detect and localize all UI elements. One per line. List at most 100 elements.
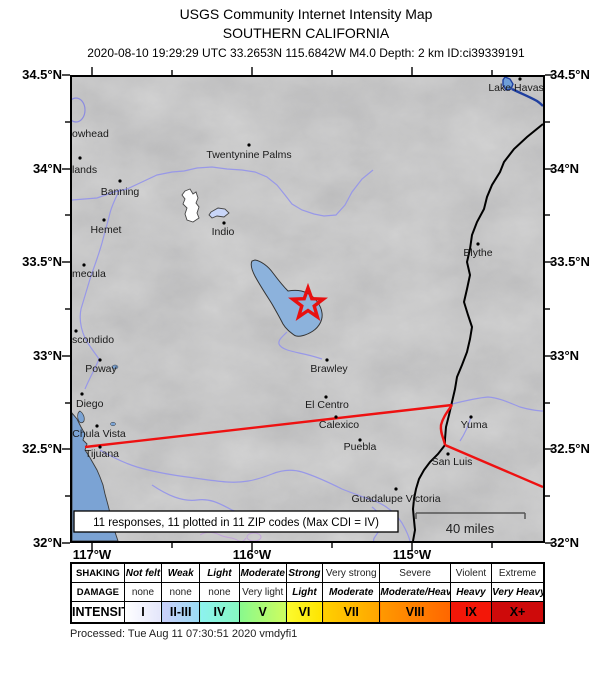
city-label: Poway bbox=[85, 363, 117, 375]
responses-annotation-text: 11 responses, 11 plotted in 11 ZIP codes… bbox=[93, 517, 379, 529]
lat-label-left: 32.5°N bbox=[22, 441, 62, 456]
city-dot bbox=[98, 445, 102, 449]
lon-label: 117°W bbox=[72, 547, 112, 562]
city-label: Yuma bbox=[461, 419, 488, 431]
legend-row-label-intensity: INTENSITY bbox=[70, 601, 125, 624]
city-label: Puebla bbox=[344, 441, 377, 453]
city-label: lands bbox=[72, 164, 97, 176]
legend-shaking-cell: Light bbox=[199, 562, 240, 583]
scale-bar: 40 miles bbox=[415, 512, 526, 536]
legend-damage-cell: Light bbox=[285, 582, 324, 602]
city-label: Hemet bbox=[91, 224, 122, 236]
city-dot bbox=[222, 221, 226, 225]
city-label: Guadalupe Victoria bbox=[351, 493, 440, 505]
legend-damage-cell: none bbox=[123, 582, 163, 602]
city-dot bbox=[82, 263, 86, 267]
city-dot bbox=[476, 242, 480, 246]
salton-sea bbox=[250, 259, 323, 337]
city-dot bbox=[78, 156, 82, 160]
legend-damage-cell: Moderate/Heavy bbox=[379, 582, 451, 602]
legend-intensity-cell: II-III bbox=[161, 601, 201, 624]
legend-intensity-cell: IX bbox=[449, 601, 493, 624]
scale-bar-label: 40 miles bbox=[446, 521, 495, 536]
city-dot bbox=[334, 415, 338, 419]
city-dot bbox=[98, 358, 102, 362]
city-dot bbox=[518, 77, 522, 81]
lat-label-right: 32.5°N bbox=[550, 441, 590, 456]
city-label: scondido bbox=[72, 334, 114, 346]
legend-shaking-cell: Violent bbox=[449, 562, 493, 583]
city-dot bbox=[358, 438, 362, 442]
lat-label-left: 32°N bbox=[32, 535, 62, 550]
lat-label-left: 34.5°N bbox=[22, 67, 62, 82]
legend-damage-cell: Heavy bbox=[449, 582, 493, 602]
legend-damage-cell: none bbox=[199, 582, 240, 602]
legend-damage-cell: none bbox=[161, 582, 201, 602]
legend-row-label-damage: DAMAGE bbox=[70, 582, 125, 602]
city-label: Diego bbox=[76, 398, 104, 410]
city-dot bbox=[80, 392, 84, 396]
city-dot bbox=[469, 415, 473, 419]
page-title: USGS Community Internet Intensity Map bbox=[179, 6, 433, 22]
legend-damage-cell: Very light bbox=[238, 582, 287, 602]
lon-label: 115°W bbox=[392, 547, 432, 562]
legend-damage-cell: Very Heavy bbox=[491, 582, 545, 602]
city-label: Blythe bbox=[463, 247, 492, 259]
legend-shaking-cell: Severe bbox=[379, 562, 451, 583]
san-diego-bay bbox=[77, 410, 85, 424]
city-label: mecula bbox=[72, 268, 106, 280]
city-dot bbox=[324, 395, 328, 399]
legend-intensity-cell: IV bbox=[199, 601, 240, 624]
international-border bbox=[84, 403, 543, 489]
lat-label-right: 33.5°N bbox=[550, 254, 590, 269]
zip-polygon-intensity-II-III bbox=[208, 207, 230, 219]
legend-shaking-cell: Weak bbox=[161, 562, 201, 583]
zip-polygon-intensity-I bbox=[181, 188, 200, 223]
state-border-colorado-river bbox=[411, 123, 543, 541]
map-canvas: owhead lands Banning Hemet mecula Twenty… bbox=[70, 75, 545, 543]
legend-row-label-shaking: SHAKING bbox=[70, 562, 125, 583]
city-label: El Centro bbox=[305, 399, 349, 411]
epicenter-star-icon bbox=[288, 282, 328, 321]
legend-shaking-cell: Very strong bbox=[322, 562, 381, 583]
city-dots bbox=[74, 77, 522, 491]
processed-timestamp: Processed: Tue Aug 11 07:30:51 2020 vmdy… bbox=[70, 628, 298, 640]
legend-damage-cell: Moderate bbox=[322, 582, 381, 602]
city-dot bbox=[118, 179, 122, 183]
city-dot bbox=[102, 218, 106, 222]
city-dot bbox=[394, 487, 398, 491]
city-label: owhead bbox=[72, 128, 109, 140]
lon-label: 116°W bbox=[232, 547, 272, 562]
legend-shaking-cell: Moderate bbox=[238, 562, 287, 583]
city-dot bbox=[446, 452, 450, 456]
city-dot bbox=[74, 329, 78, 333]
colorado-river-inlet bbox=[511, 87, 543, 107]
legend-intensity-cell: V bbox=[238, 601, 287, 624]
legend-shaking-cell: Extreme bbox=[491, 562, 545, 583]
legend-intensity-cell: X+ bbox=[491, 601, 545, 624]
city-dot bbox=[247, 143, 251, 147]
city-dot bbox=[95, 424, 99, 428]
lat-label-left: 34°N bbox=[32, 161, 62, 176]
city-label: San Luis bbox=[432, 456, 473, 468]
lat-label-left: 33.5°N bbox=[22, 254, 62, 269]
city-label: Banning bbox=[101, 186, 140, 198]
reservoir bbox=[111, 364, 119, 370]
lat-label-right: 34°N bbox=[550, 161, 580, 176]
city-label: Calexico bbox=[319, 419, 359, 431]
city-label: Chula Vista bbox=[72, 428, 126, 440]
reservoir bbox=[110, 421, 116, 427]
legend-intensity-cell: VIII bbox=[379, 601, 451, 624]
lat-label-right: 33°N bbox=[550, 348, 580, 363]
region-title: SOUTHERN CALIFORNIA bbox=[222, 25, 390, 41]
city-label: Lake Havasu bbox=[488, 82, 543, 94]
city-label: Tijuana bbox=[85, 448, 119, 460]
intensity-legend-table: SHAKING Not felt Weak Light Moderate Str… bbox=[70, 562, 545, 624]
legend-intensity-cell: VI bbox=[285, 601, 324, 624]
city-label: Brawley bbox=[310, 363, 348, 375]
lake-havasu-water bbox=[502, 77, 514, 91]
legend-intensity-cell: VII bbox=[322, 601, 381, 624]
rivers bbox=[72, 97, 543, 541]
city-label: Twentynine Palms bbox=[206, 149, 291, 161]
